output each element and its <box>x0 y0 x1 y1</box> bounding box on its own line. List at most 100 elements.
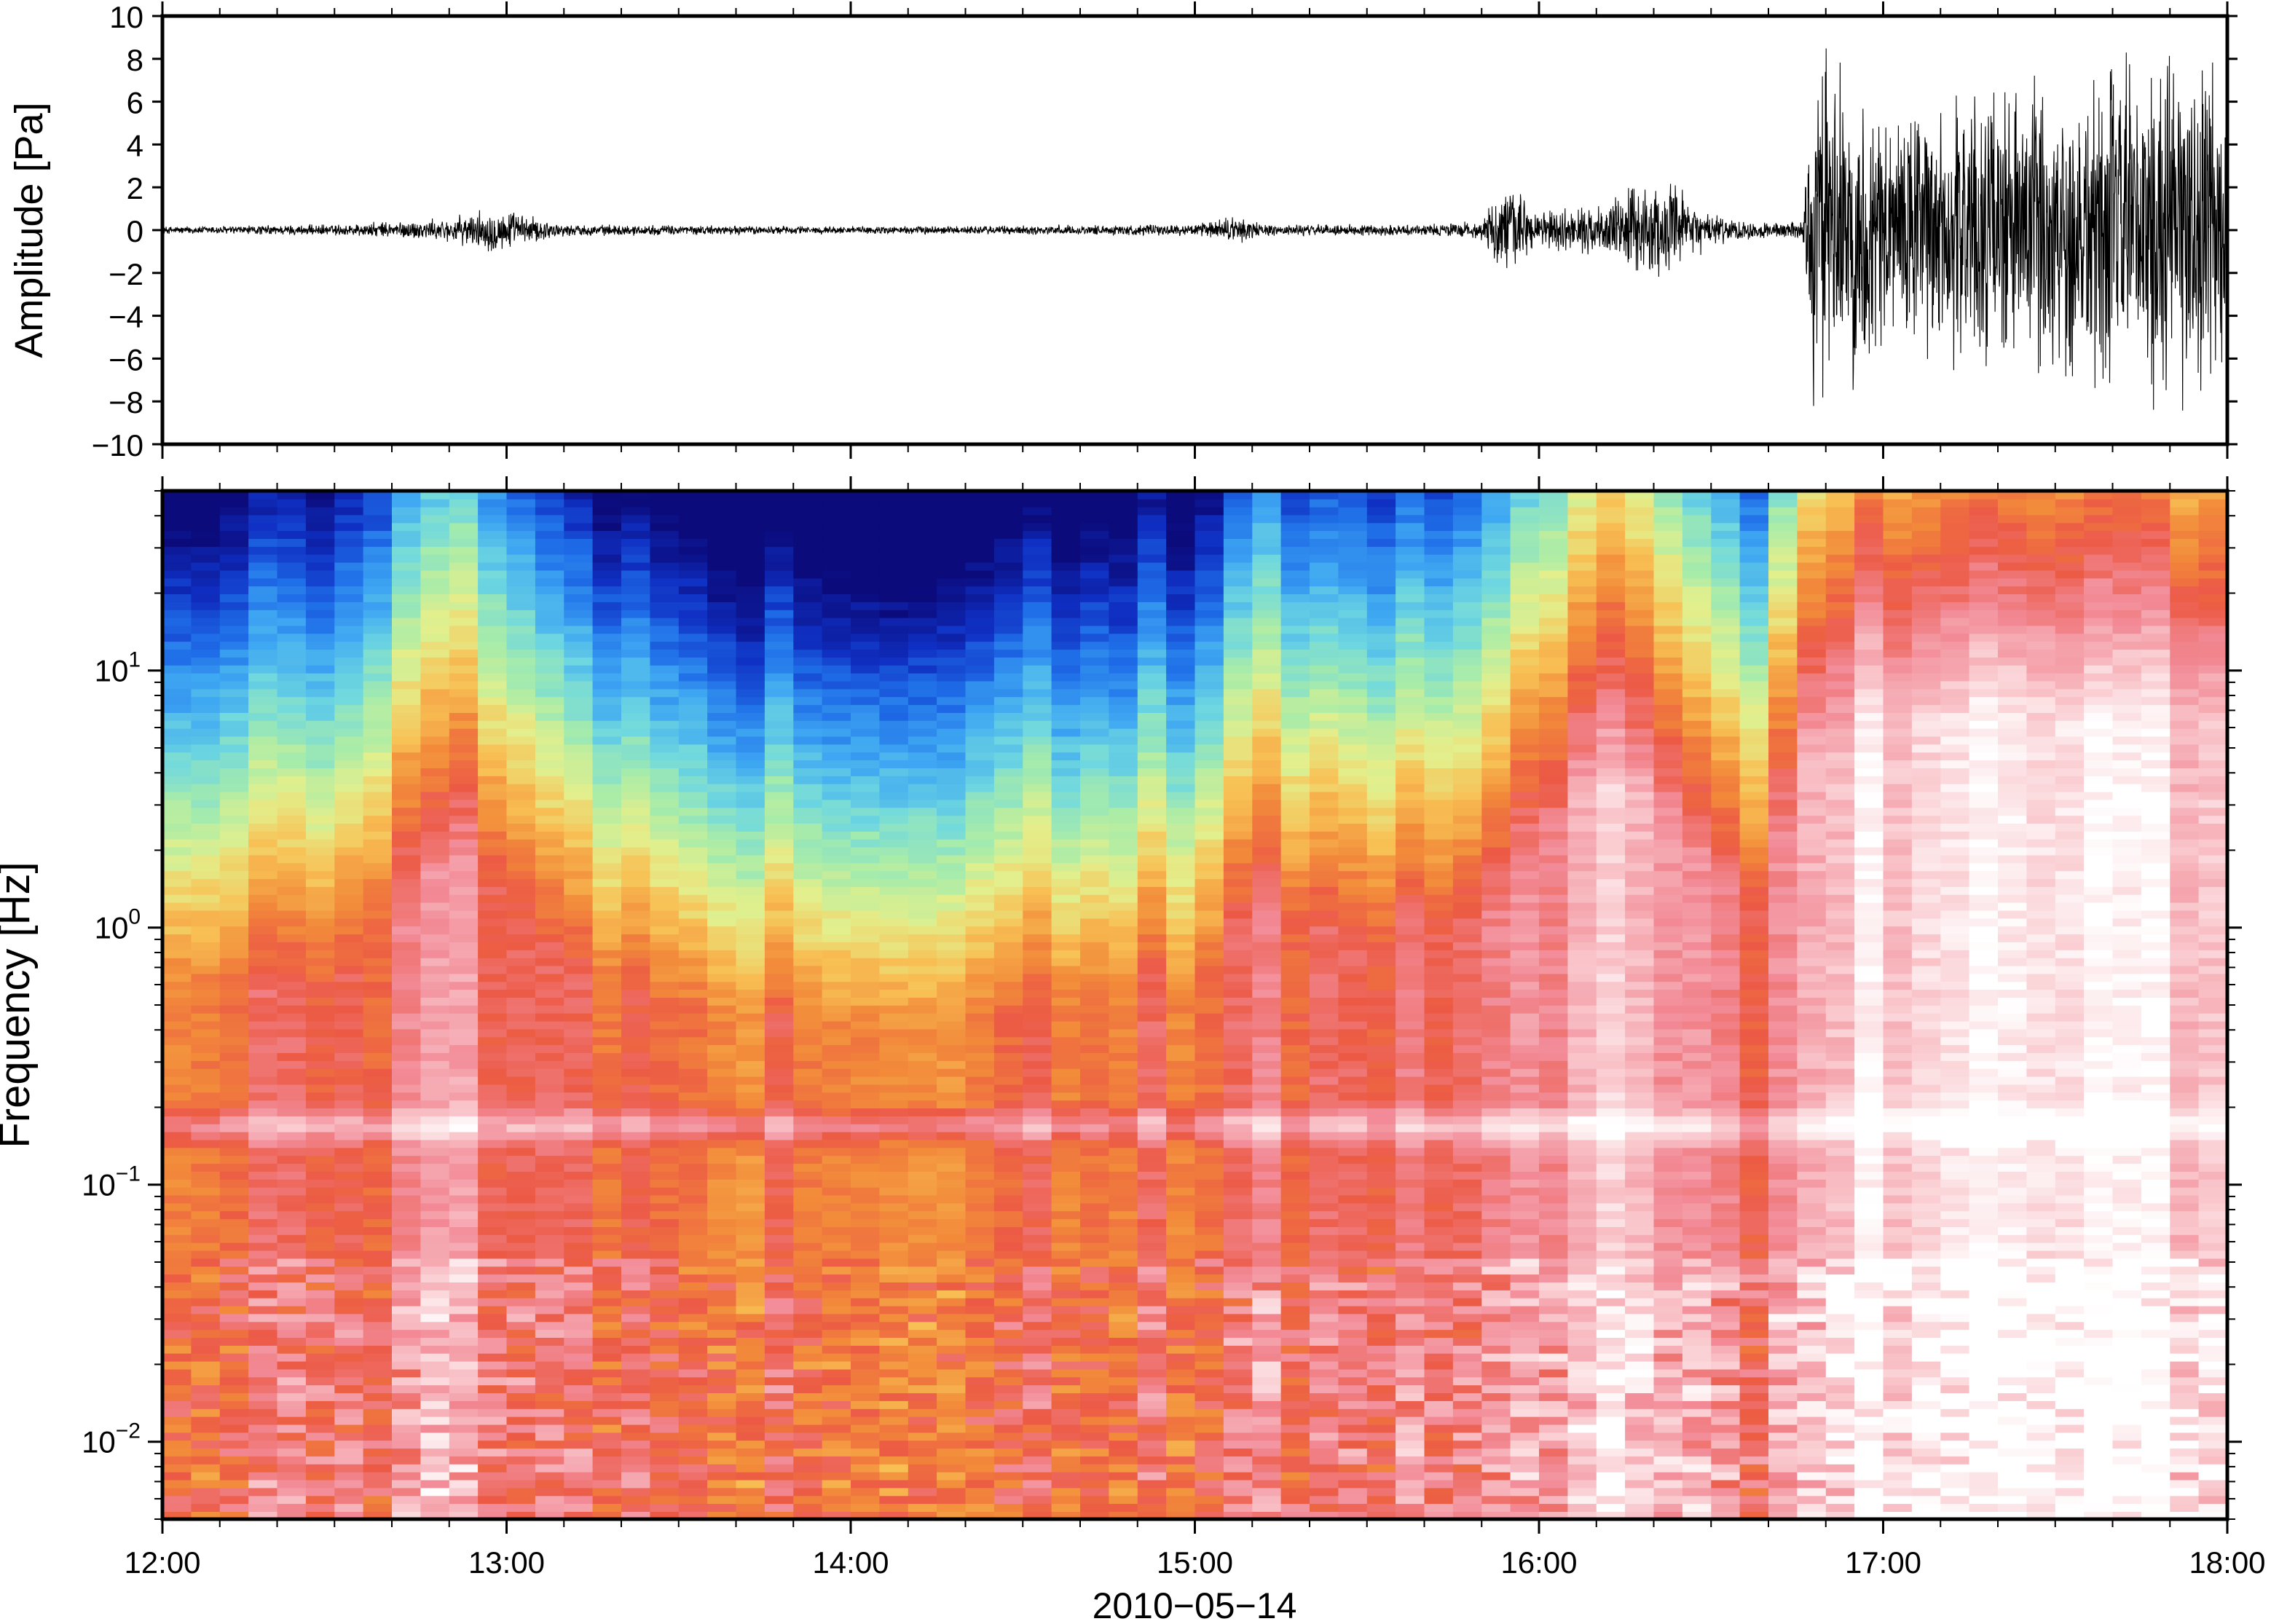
spectrogram-cell <box>564 1210 594 1220</box>
spectrogram-cell <box>908 957 937 966</box>
spectrogram-cell <box>1194 1305 1224 1314</box>
spectrogram-cell <box>1137 768 1167 776</box>
spectrogram-cell <box>937 1416 967 1425</box>
spectrogram-cell <box>191 665 221 674</box>
spectrogram-cell <box>1080 586 1110 594</box>
spectrogram-cell <box>162 870 192 880</box>
spectrogram-cell <box>908 1408 937 1417</box>
spectrogram-cell <box>334 1076 364 1085</box>
spectrogram-cell <box>764 553 795 563</box>
spectrogram-cell <box>736 1155 765 1164</box>
spectrogram-cell <box>334 846 364 856</box>
spectrogram-cell <box>736 1400 765 1409</box>
spectrogram-cell <box>993 1060 1024 1069</box>
spectrogram-cell <box>678 561 708 571</box>
spectrogram-cell <box>1051 1012 1081 1022</box>
spectrogram-cell <box>592 1202 622 1212</box>
spectrogram-cell <box>191 776 221 784</box>
spectrogram-cell <box>1109 491 1138 500</box>
spectrogram-cell <box>191 609 221 618</box>
spectrogram-cell <box>392 1392 422 1401</box>
spectrogram-cell <box>650 846 680 856</box>
spectrogram-cell <box>564 950 594 958</box>
spectrogram-cell <box>363 625 393 634</box>
spectrogram-cell <box>1023 578 1052 587</box>
spectrogram-cell <box>822 696 851 706</box>
spectrogram-cell <box>965 768 995 776</box>
spectrogram-cell <box>334 1163 364 1172</box>
spectrogram-cell <box>191 617 221 626</box>
spectrogram-cell <box>334 720 364 729</box>
spectrogram-cell <box>678 720 708 729</box>
spectrogram-cell <box>965 1274 995 1282</box>
spectrogram-cell <box>334 823 364 832</box>
spectrogram-cell <box>392 1432 422 1441</box>
spectrogram-cell <box>219 728 249 737</box>
spectrogram-cell <box>564 1432 594 1441</box>
spectrogram-cell <box>908 1360 937 1370</box>
spectrogram-cell <box>1137 1384 1167 1394</box>
spectrogram-cell <box>707 1440 737 1449</box>
spectrogram-cell <box>822 910 851 919</box>
spectrogram-cell <box>1109 633 1138 642</box>
spectrogram-cell <box>707 506 737 516</box>
spectrogram-cell <box>621 1218 651 1227</box>
spectrogram-cell <box>1166 672 1196 682</box>
spectrogram-cell <box>478 878 508 887</box>
spectrogram-cell <box>363 1384 393 1394</box>
spectrogram-cell <box>277 918 307 927</box>
spectrogram-cell <box>650 1352 680 1362</box>
spectrogram-cell <box>478 1005 508 1014</box>
spectrogram-cell <box>764 1028 795 1038</box>
spectrogram-cell <box>420 1384 450 1394</box>
spectrogram-cell <box>736 838 765 848</box>
spectrogram-cell <box>305 1464 336 1473</box>
spectrogram-cell <box>191 1116 221 1124</box>
spectrogram-cell <box>219 641 249 650</box>
spectrogram-cell <box>564 1282 594 1290</box>
spectrogram-cell <box>908 1368 937 1378</box>
spectrogram-cell <box>191 538 221 547</box>
spectrogram-cell <box>764 602 795 610</box>
spectrogram-cell <box>219 625 249 634</box>
spectrogram-cell <box>1166 1131 1196 1140</box>
spectrogram-cell <box>363 1432 393 1441</box>
spectrogram-cell <box>191 625 221 634</box>
spectrogram-cell <box>1166 617 1196 626</box>
spectrogram-cell <box>965 1503 995 1512</box>
spectrogram-cell <box>535 831 565 840</box>
spectrogram-cell <box>851 1329 881 1338</box>
spectrogram-cell <box>1166 1139 1196 1148</box>
spectrogram-cell <box>478 854 508 864</box>
spectrogram-cell <box>822 776 851 784</box>
spectrogram-cell <box>678 1456 708 1465</box>
spectrogram-cell <box>592 783 622 792</box>
spectrogram-cell <box>592 1511 622 1519</box>
spectrogram-cell <box>1137 1226 1167 1235</box>
spectrogram-cell <box>592 1471 622 1481</box>
spectrogram-cell <box>219 838 249 848</box>
spectrogram-cell <box>1166 1194 1196 1204</box>
spectrogram-cell <box>937 1100 967 1108</box>
spectrogram-cell <box>937 1408 967 1417</box>
spectrogram-cell <box>564 752 594 761</box>
spectrogram-cell <box>879 498 909 508</box>
spectrogram-cell <box>363 1440 393 1449</box>
spectrogram-cell <box>1051 1440 1081 1449</box>
spectrogram-cell <box>1023 1163 1052 1172</box>
spectrogram-cell <box>219 1448 249 1457</box>
spectrogram-cell <box>334 530 364 539</box>
spectrogram-cell <box>363 553 393 563</box>
spectrogram-cell <box>965 522 995 532</box>
spectrogram-cell <box>420 1266 450 1275</box>
spectrogram-cell <box>592 672 622 682</box>
spectrogram-cell <box>1051 1408 1081 1417</box>
spectrogram-cell <box>1166 942 1196 950</box>
spectrogram-cell <box>822 491 851 500</box>
spectrogram-cell <box>363 981 393 990</box>
spectrogram-cell <box>1137 878 1167 887</box>
spectrogram-cell <box>535 997 565 1006</box>
spectrogram-cell <box>1051 783 1081 792</box>
spectrogram-cell <box>305 1131 336 1140</box>
spectrogram-cell <box>478 776 508 784</box>
